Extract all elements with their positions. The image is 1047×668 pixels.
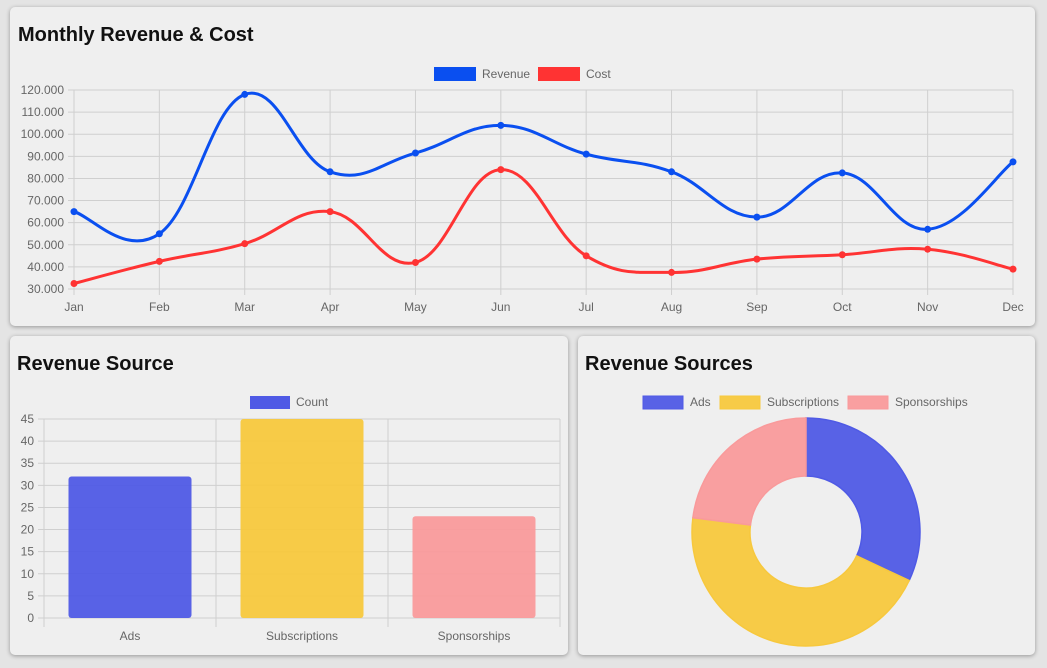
data-point-cost [326,208,334,216]
bar-subscriptions [240,419,364,618]
y-tick-label: 35 [21,456,35,470]
legend-swatch-ads [642,395,684,410]
y-tick-label: 15 [21,545,35,559]
y-tick-label: 80.000 [27,171,64,185]
x-tick-label: Jan [64,300,83,314]
x-tick-label: Oct [833,300,852,314]
y-tick-label: 100.000 [21,127,65,141]
legend-label-revenue: Revenue [482,67,530,81]
y-tick-label: 5 [27,589,34,603]
x-tick-label: Jun [491,300,510,314]
slice-ads [805,417,921,582]
y-tick-label: 20 [21,523,35,537]
legend-swatch-cost [538,67,580,81]
legend-label-count: Count [296,395,329,409]
y-tick-label: 30.000 [27,282,64,296]
y-tick-label: 50.000 [27,238,64,252]
slice-sponsorships [692,417,807,526]
slice-subscriptions [691,516,911,647]
y-tick-label: 70.000 [27,194,64,208]
legend-swatch-sponsorships [847,395,889,410]
data-point-revenue [668,168,676,176]
legend-label-subscriptions: Subscriptions [767,395,839,409]
x-tick-label: Subscriptions [266,629,338,643]
doughnut-chart: Ads Subscriptions Sponsorships [642,395,968,647]
series-line-cost [73,168,1014,285]
data-point-revenue [70,208,78,216]
data-point-cost [411,258,419,266]
data-point-revenue [924,225,932,233]
line-chart: 120.000 110.000 100.000 90.000 80.000 70.000 6… [21,67,1024,314]
legend-label-cost: Cost [586,67,611,81]
data-point-revenue [155,230,163,238]
legend-label-sponsorships: Sponsorships [895,395,968,409]
data-point-revenue [1009,158,1017,166]
y-tick-label: 25 [21,500,35,514]
legend-swatch-count [250,396,290,409]
y-tick-label: 10 [21,567,35,581]
x-tick-label: Jul [579,300,594,314]
y-tick-label: 60.000 [27,216,64,230]
y-tick-label: 90.000 [27,149,64,163]
data-point-revenue [241,90,249,98]
y-tick-label: 40.000 [27,260,64,274]
data-point-cost [70,279,78,287]
x-tick-label: Feb [149,300,170,314]
data-point-cost [241,240,249,248]
data-point-cost [838,251,846,259]
bar-ads [68,476,192,618]
bar-chart-title: Revenue Source [17,353,174,375]
data-point-cost [1009,265,1017,273]
legend-swatch-revenue [434,67,476,81]
y-tick-label: 0 [27,611,34,625]
y-tick-label: 30 [21,478,35,492]
data-point-cost [497,166,505,174]
line-chart-card: Monthly Revenue & Cost 120.000 110.000 100… [10,7,1035,326]
x-tick-label: Sponsorships [438,629,511,643]
data-point-revenue [326,168,334,176]
data-point-cost [924,245,932,253]
data-point-cost [668,268,676,276]
x-tick-label: Mar [234,300,255,314]
data-point-revenue [582,150,590,158]
legend-label-ads: Ads [690,395,711,409]
bar-chart: 45 40 35 30 25 20 15 10 5 0 Count Ads Subscriptions S… [21,395,561,643]
bar-sponsorships [412,516,536,618]
x-tick-label: Apr [321,300,340,314]
x-tick-label: May [404,300,427,314]
y-tick-label: 40 [21,434,35,448]
data-point-cost [582,252,590,260]
y-tick-label: 120.000 [21,83,65,97]
data-point-cost [155,257,163,265]
data-point-revenue [497,121,505,129]
x-tick-label: Nov [917,300,938,314]
x-tick-label: Dec [1002,300,1023,314]
y-tick-label: 45 [21,412,35,426]
doughnut-chart-title: Revenue Sources [585,353,753,375]
data-point-revenue [753,213,761,221]
bar-chart-card: Revenue Source 45 40 35 30 25 20 15 10 5 0 Count Ad… [10,336,568,655]
series-line-revenue [73,91,1014,243]
x-tick-label: Aug [661,300,682,314]
data-point-revenue [838,169,846,177]
y-tick-label: 110.000 [22,105,65,119]
line-chart-title: Monthly Revenue & Cost [18,24,254,46]
x-tick-label: Ads [120,629,141,643]
data-point-revenue [411,149,419,157]
doughnut-chart-card: Revenue Sources Ads Subscriptions Sponsors… [578,336,1035,655]
x-tick-label: Sep [746,300,768,314]
legend-swatch-subscriptions [719,395,761,410]
data-point-cost [753,255,761,263]
